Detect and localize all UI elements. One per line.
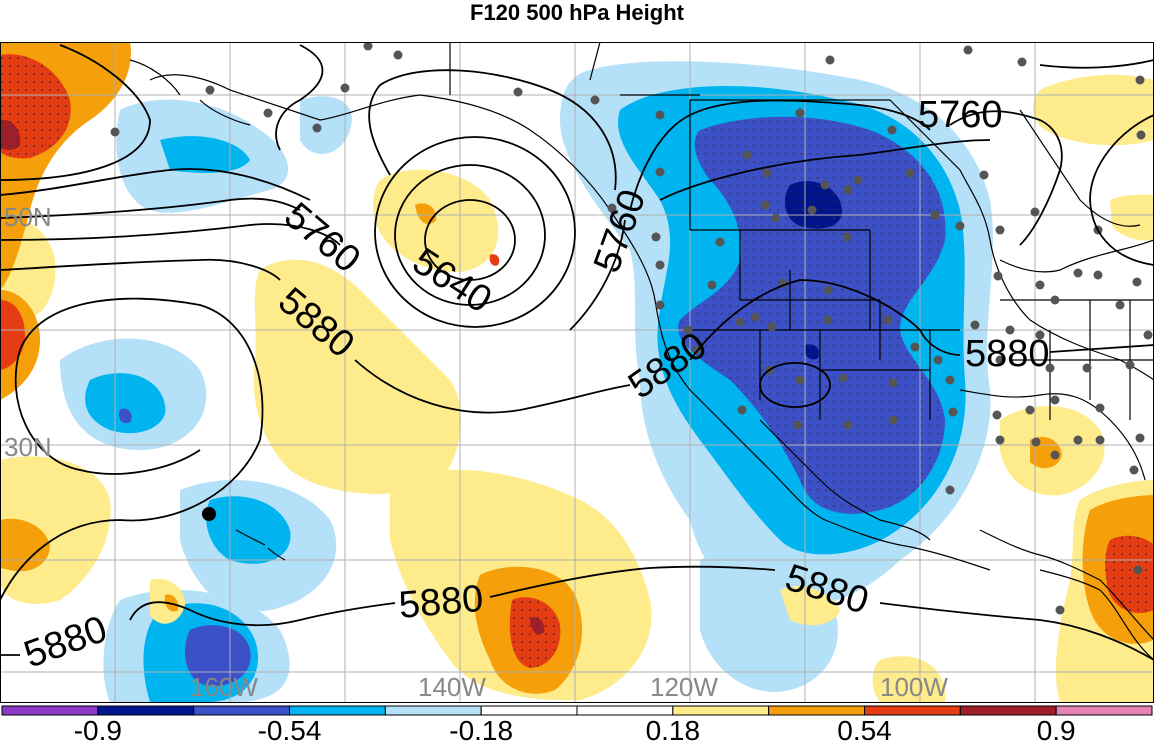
- colorbar-swatch: [768, 705, 866, 716]
- graticule: [0, 42, 1154, 702]
- colorbar-swatch: [864, 705, 961, 716]
- lat-label-50n: 50N: [4, 202, 52, 232]
- colorbar-tick-label: -0.18: [449, 715, 513, 742]
- colorbar-swatch: [1055, 705, 1153, 716]
- map-title: F120 500 hPa Height: [470, 0, 684, 25]
- highlight-marker: [202, 507, 216, 521]
- contour-label: 5880: [965, 333, 1050, 375]
- colorbar-tick-label: 0.54: [837, 715, 892, 742]
- lat-label-30n: 30N: [4, 432, 52, 462]
- height-contours: [0, 44, 1154, 661]
- colorbar-swatch: [193, 705, 291, 716]
- colorbar-tick-label: 0.18: [646, 715, 701, 742]
- graticule-labels: 50N 30N 160W 140W 120W 100W: [4, 202, 948, 702]
- lon-label-100w: 100W: [880, 672, 948, 702]
- contour-label: 5760: [918, 94, 1003, 136]
- colorbar-swatch: [480, 705, 578, 716]
- colorbar: -0.9 -0.54 -0.18 0.18 0.54 0.9: [1, 705, 1153, 742]
- colorbar-swatch: [289, 705, 386, 716]
- lon-label-120w: 120W: [650, 672, 718, 702]
- colorbar-swatch: [1, 705, 99, 716]
- lon-label-140w: 140W: [418, 672, 486, 702]
- colorbar-tick-label: -0.54: [258, 715, 322, 742]
- colorbar-swatch: [384, 705, 482, 716]
- colorbar-tick-label: -0.9: [74, 715, 122, 742]
- lon-label-160w: 160W: [190, 672, 258, 702]
- significance-stipple: [0, 54, 1154, 668]
- station-markers: [110, 42, 1153, 615]
- contour-label: 5880: [397, 578, 485, 627]
- colorbar-swatch: [672, 705, 770, 716]
- colorbar-swatch: [959, 705, 1057, 716]
- colorbar-tick-label: 0.9: [1037, 715, 1076, 742]
- colorbar-swatch: [576, 705, 674, 716]
- colorbar-swatch: [97, 705, 195, 716]
